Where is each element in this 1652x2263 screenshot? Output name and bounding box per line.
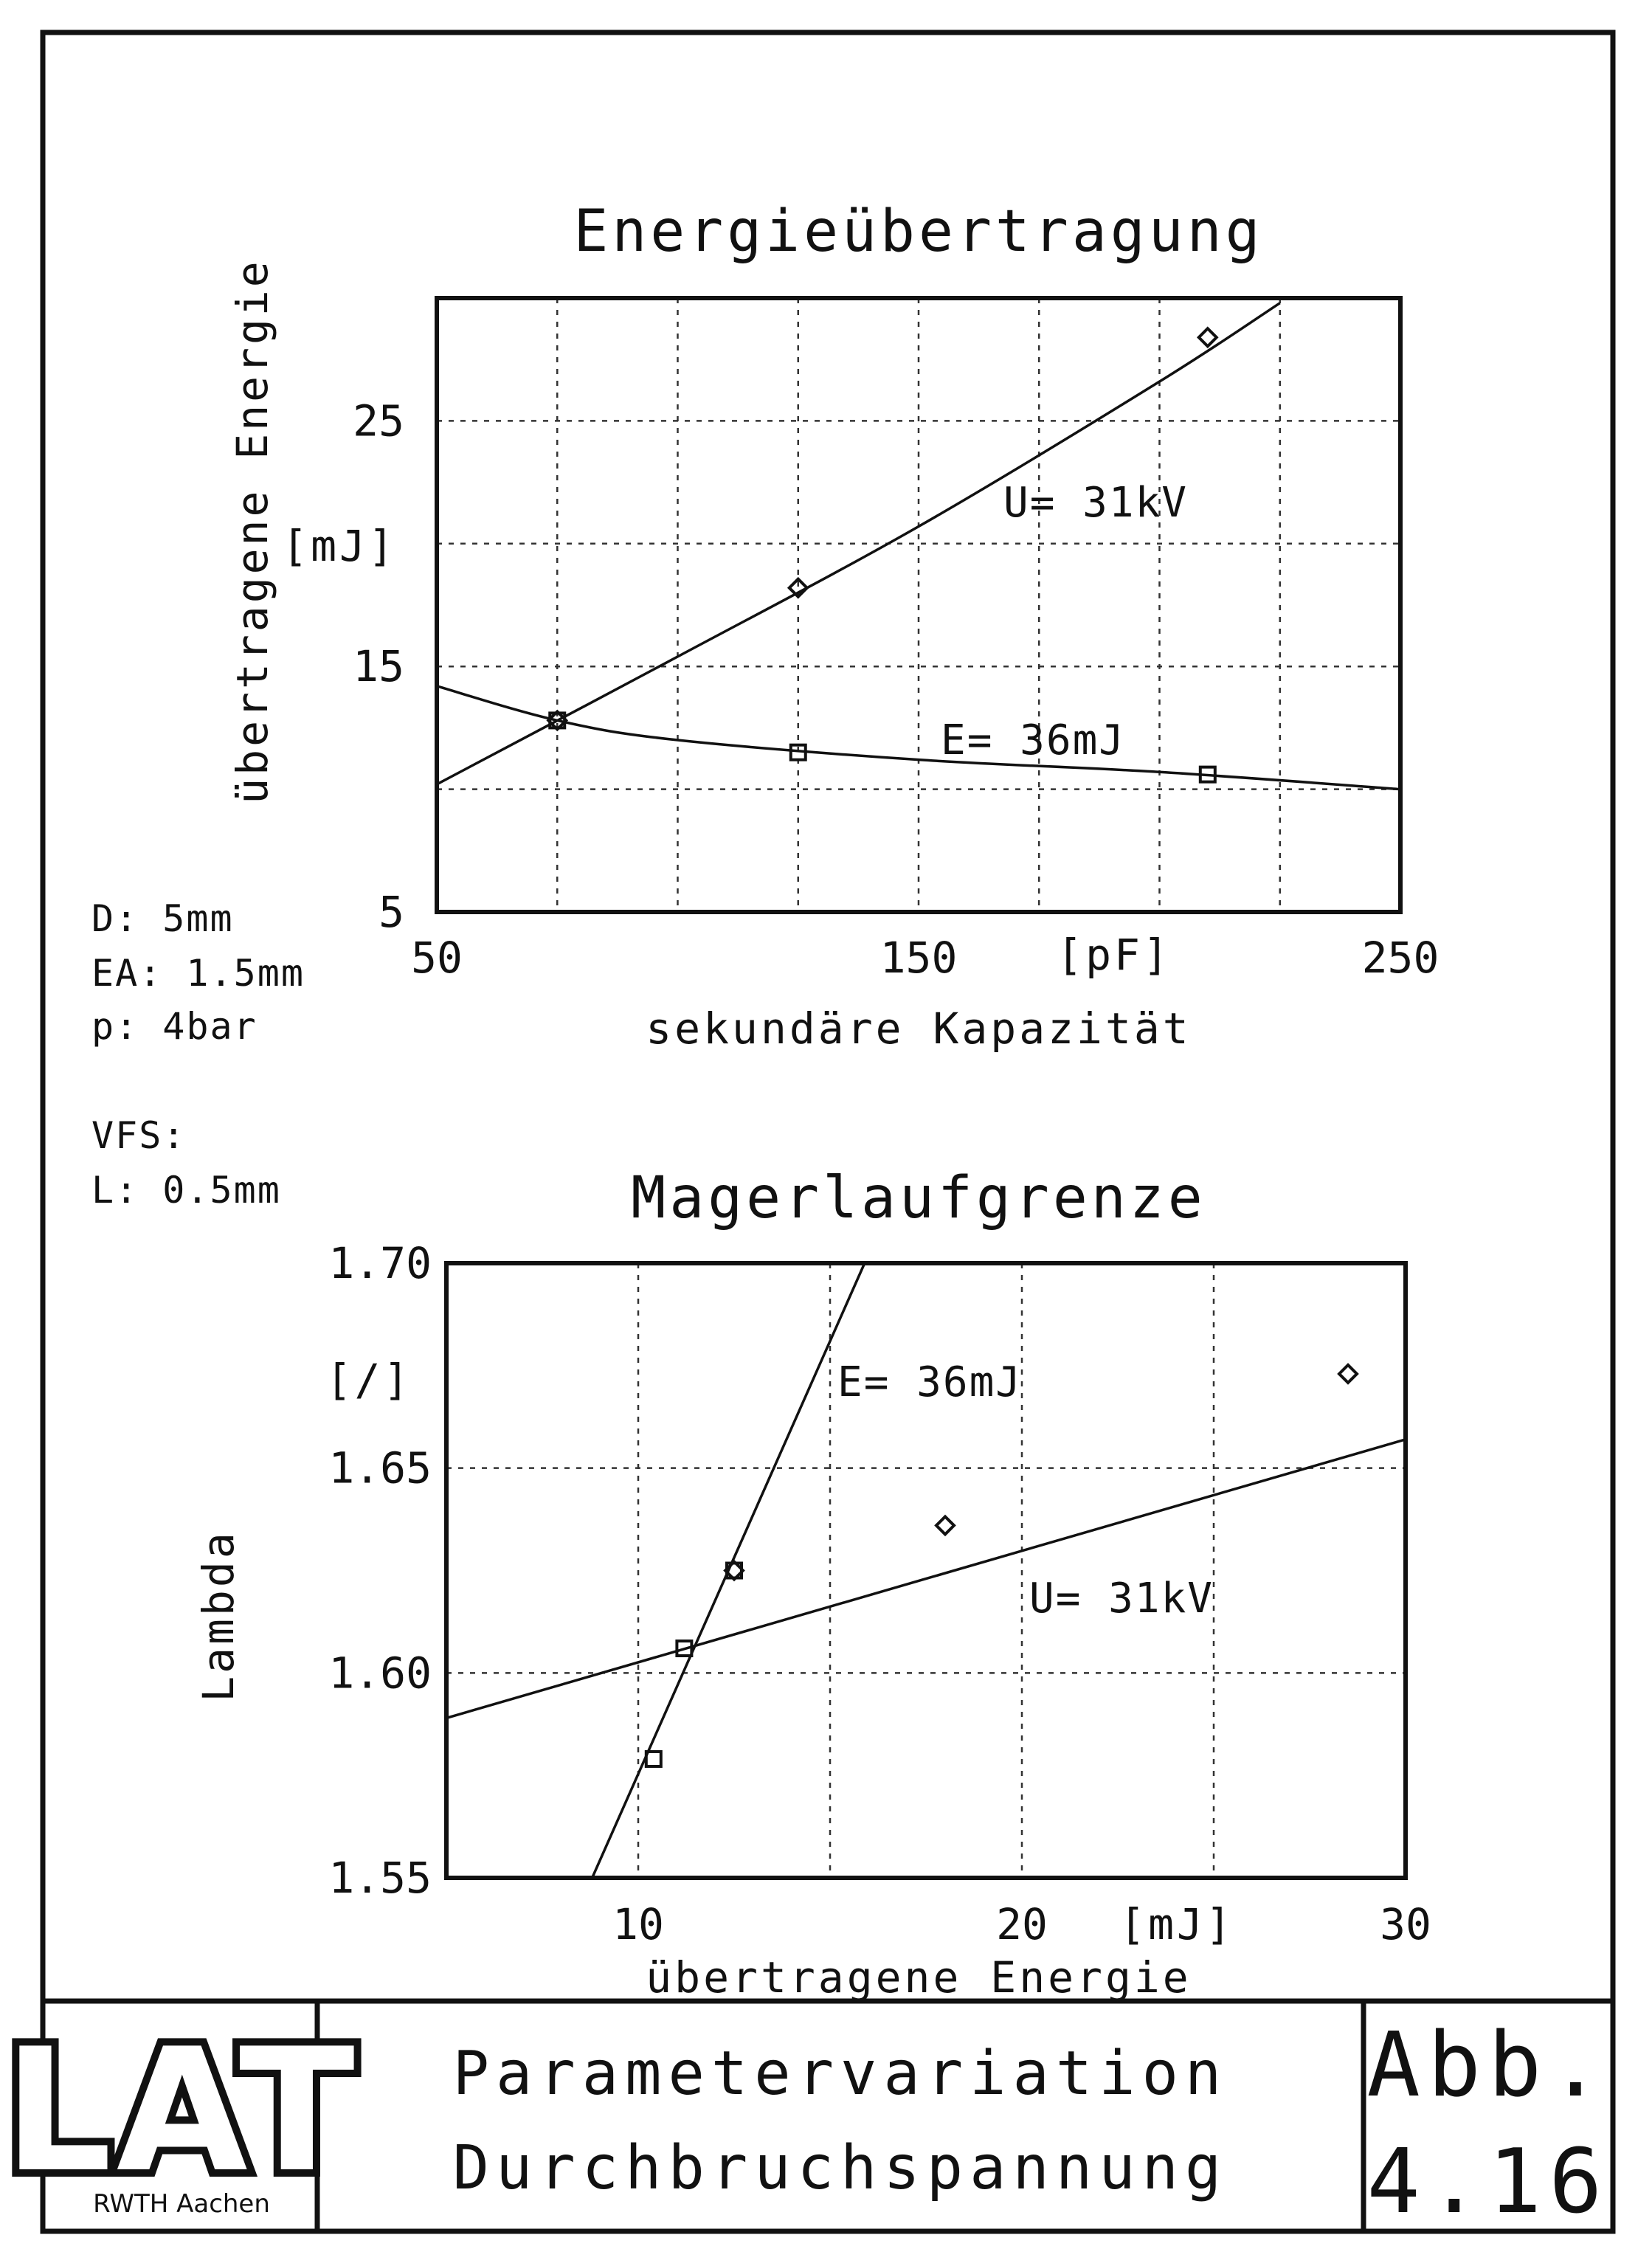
y-tick-label: 1.60 xyxy=(328,1648,432,1698)
param-d: D: 5mm xyxy=(91,897,234,940)
x-tick-label: 150 xyxy=(880,933,958,983)
data-point-u31kv xyxy=(1196,326,1219,349)
footer-title-line1: Parametervariation xyxy=(453,2039,1228,2109)
sheet-frame xyxy=(40,30,1616,2234)
y-tick-label: 1.55 xyxy=(328,1853,432,1903)
chart-energy-transfer: Energieübertragung 50 150 250 5 15 25 sekundä… xyxy=(227,198,1439,1054)
chart1-series-label-u31kv: U= 31kV xyxy=(1003,479,1188,527)
data-point-e36mj xyxy=(789,743,807,761)
figure-number: 4.16 xyxy=(1367,2131,1610,2233)
figure-label: Abb. xyxy=(1367,2014,1610,2117)
lat-logo: LAT xyxy=(4,2013,359,2210)
fit-curve-u31kv xyxy=(437,302,1281,786)
fit-curve-u31kv xyxy=(446,1438,1406,1720)
chart1-x-axis-label: sekundäre Kapazität xyxy=(646,1003,1191,1054)
x-tick-label: 20 xyxy=(996,1899,1048,1949)
data-point-e36mj xyxy=(675,1640,694,1658)
chart2-series-label-e36mj: E= 36mJ xyxy=(837,1358,1022,1406)
chart2-x-axis-label: übertragene Energie xyxy=(646,1952,1191,2003)
footer: LAT RWTH Aachen Parametervariation Durch… xyxy=(0,2005,1610,2233)
chart2-series-label-u31kv: U= 31kV xyxy=(1029,1575,1214,1623)
x-tick-label: 250 xyxy=(1362,933,1440,983)
fit-curve-e36mj xyxy=(437,685,1400,791)
y-tick-label: 1.65 xyxy=(328,1443,432,1493)
chart2-plot-frame xyxy=(444,1261,1408,1880)
fit-curve-e36mj xyxy=(591,1263,866,1878)
data-point-u31kv xyxy=(723,1559,745,1582)
data-point-e36mj xyxy=(644,1749,663,1768)
data-point-u31kv xyxy=(787,576,809,599)
chart1-title: Energieübertragung xyxy=(573,198,1263,265)
y-tick-label: 1.70 xyxy=(328,1238,432,1288)
chart-lean-limit: Magerlaufgrenze 10 20 30 1.55 1.60 1.65 1.70 ü… xyxy=(193,1165,1431,2003)
data-point-u31kv xyxy=(934,1514,956,1537)
param-l: L: 0.5mm xyxy=(91,1169,281,1212)
footer-title-line2: Durchbruchspannung xyxy=(453,2133,1228,2203)
chart1-plot-frame xyxy=(435,296,1403,914)
x-tick-label: 30 xyxy=(1380,1899,1431,1949)
y-tick-label: 25 xyxy=(353,395,404,446)
institution-label: RWTH Aachen xyxy=(93,2189,270,2219)
chart1-y-unit: [mJ] xyxy=(282,521,397,571)
chart2-y-axis-label: Lambda xyxy=(193,1530,243,1702)
param-ea: EA: 1.5mm xyxy=(91,952,305,995)
param-p: p: 4bar xyxy=(91,1005,258,1048)
x-tick-label: 10 xyxy=(612,1899,664,1949)
parameter-block: D: 5mm EA: 1.5mm p: 4bar VFS: L: 0.5mm xyxy=(91,897,305,1212)
y-tick-label: 15 xyxy=(353,641,404,691)
chart1-y-axis-label: übertragene Energie xyxy=(227,258,277,804)
chart2-y-unit: [/] xyxy=(326,1355,412,1405)
chart2-title: Magerlaufgrenze xyxy=(631,1165,1206,1231)
data-point-u31kv xyxy=(1337,1363,1359,1385)
x-tick-label: 50 xyxy=(411,933,463,983)
data-point-e36mj xyxy=(548,711,567,730)
y-tick-label: 5 xyxy=(379,887,404,937)
chart2-x-unit: [mJ] xyxy=(1119,1899,1234,1949)
chart1-series-label-e36mj: E= 36mJ xyxy=(941,716,1125,764)
data-point-e36mj xyxy=(1198,765,1217,784)
chart1-x-unit: [pF] xyxy=(1057,930,1172,980)
param-vfs: VFS: xyxy=(91,1114,186,1157)
